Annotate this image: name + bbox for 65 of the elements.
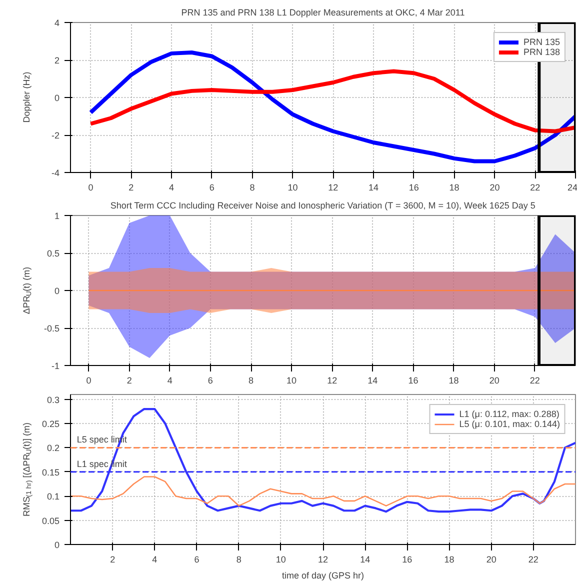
x-tick-label: 12: [327, 376, 338, 386]
x-tick-label: 8: [248, 376, 254, 386]
x-tick-label: 2: [128, 182, 134, 192]
y-tick-label: -1: [52, 361, 60, 371]
y-tick-label: 0.2: [46, 443, 60, 454]
x-tick-label: 4: [167, 376, 172, 386]
y-tick-label: 0: [54, 286, 60, 296]
y-tick-label: -2: [52, 130, 60, 140]
x-tick-label: 18: [448, 376, 459, 386]
x-tick-label: 4: [152, 554, 158, 564]
x-tick-label: 8: [236, 554, 242, 564]
x-tick-label: 4: [168, 182, 174, 192]
x-tick-label: 14: [368, 182, 379, 192]
y-tick-label: 0.1: [46, 492, 60, 502]
x-tick-label: 8: [250, 182, 255, 192]
x-tick-label: 12: [318, 554, 328, 564]
legend-label: L5 (μ: 0.101, max: 0.144): [459, 419, 560, 429]
x-tick-label: 12: [328, 182, 338, 192]
y-tick-label: 0.25: [42, 419, 60, 430]
x-tick-label: 18: [444, 554, 454, 564]
line-series: [70, 476, 576, 506]
y-tick-label: 4: [54, 18, 60, 28]
x-tick-label: 22: [530, 182, 540, 192]
x-tick-label: 10: [288, 182, 298, 192]
x-tick-label: 18: [449, 182, 460, 192]
y-tick-label: 0.15: [42, 467, 60, 478]
y-tick-label: 0.3: [46, 394, 60, 405]
legend-label: PRN 135: [523, 37, 560, 47]
y-tick-label: -4: [52, 168, 60, 178]
chart-title: Short Term CCC Including Receiver Noise and Ionospheric Variation (T = 3600, M = 10), Week 1625 Day 5: [110, 200, 536, 210]
y-axis-title: Doppler (Hz): [22, 72, 32, 123]
y-tick-label: 2: [54, 56, 60, 66]
x-tick-label: 16: [408, 376, 418, 386]
x-tick-label: 2: [126, 376, 132, 386]
x-tick-label: 20: [489, 376, 500, 386]
x-tick-label: 14: [368, 376, 378, 386]
x-tick-label: 0: [86, 376, 92, 386]
x-tick-label: 0: [88, 182, 94, 192]
x-tick-label: 20: [486, 554, 496, 564]
line-series: [88, 50, 576, 164]
x-tick-label: 6: [209, 182, 214, 192]
x-tick-label: 10: [286, 376, 297, 386]
x-tick-label: 6: [194, 554, 200, 564]
x-tick-label: 24: [567, 182, 577, 192]
x-tick-label: 10: [276, 554, 286, 564]
x-tick-label: 22: [530, 376, 540, 386]
legend-label: L1 (μ: 0.112, max: 0.288): [459, 409, 560, 419]
x-axis-title: time of day (GPS hr): [282, 570, 364, 580]
legend-label: PRN 138: [523, 47, 560, 57]
x-tick-label: 6: [208, 376, 213, 386]
line-series: [88, 69, 576, 134]
y-tick-label: 1: [54, 211, 60, 221]
x-tick-label: 14: [360, 554, 370, 564]
line-series: [70, 408, 576, 513]
y-tick-label: 0.05: [42, 516, 60, 526]
y-tick-label: 0: [54, 540, 60, 550]
y-tick-label: -0.5: [44, 324, 60, 334]
x-tick-label: 16: [408, 182, 419, 192]
chart-title: PRN 135 and PRN 138 L1 Doppler Measurements at OKC, 4 Mar 2011: [181, 8, 465, 18]
x-tick-label: 20: [490, 182, 500, 192]
x-tick-label: 2: [110, 554, 116, 564]
x-tick-label: 16: [402, 554, 412, 564]
x-tick-label: 22: [528, 554, 538, 564]
y-tick-label: 0: [54, 93, 60, 103]
y-tick-label: 0.5: [46, 248, 60, 258]
